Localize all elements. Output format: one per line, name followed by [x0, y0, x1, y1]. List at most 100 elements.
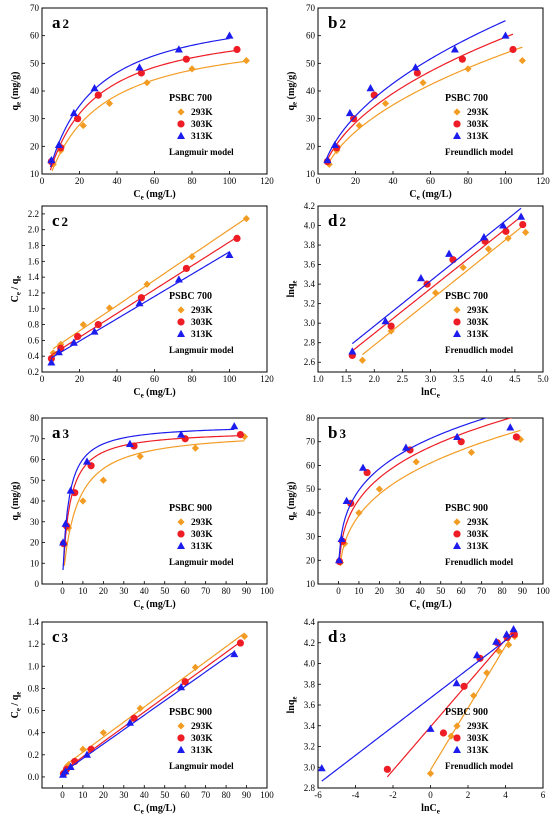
legend-entry-293K: 293K	[467, 108, 489, 118]
y-tick-label: 70	[306, 3, 316, 13]
fit-line-303K	[62, 435, 241, 566]
y-tick-label: 3.2	[304, 299, 315, 309]
data-point-303K	[236, 431, 245, 439]
legend-marker-293K	[453, 722, 461, 730]
model-label: Langmuir model	[169, 761, 234, 771]
legend-marker-303K	[177, 734, 185, 742]
panel-b3: 0 10 20 30 40 50 60 70 80 90 100 10 20 30 40 50 60 70 80 Ce…	[286, 413, 550, 612]
x-axis-label: Ce (mg/L)	[133, 803, 175, 816]
fit-line-303K	[325, 33, 514, 162]
y-tick-label: 60	[30, 455, 40, 465]
data-point-293K	[191, 663, 200, 671]
data-point-293K	[518, 56, 526, 65]
y-tick-label: 0.8	[28, 320, 40, 330]
x-tick-label: 70	[477, 586, 487, 596]
data-point-313K	[177, 683, 186, 691]
legend-entry-293K: 293K	[191, 518, 213, 528]
x-tick-label: 20	[99, 790, 109, 800]
legend-marker-303K	[453, 734, 461, 742]
x-tick-label: 50	[436, 586, 446, 596]
legend-marker-303K	[453, 120, 461, 128]
y-tick-label: 3.0	[304, 762, 316, 772]
data-point-313K	[323, 155, 332, 164]
data-point-313K	[47, 358, 56, 366]
model-label: Langmuir model	[169, 147, 234, 157]
legend-entry-313K: 313K	[191, 542, 213, 552]
x-tick-label: 3.0	[425, 374, 437, 384]
data-point-303K	[181, 678, 189, 686]
x-axis-label: Ce (mg/L)	[133, 599, 175, 612]
y-tick-label: 30	[30, 517, 40, 527]
x-tick-label: 80	[498, 586, 508, 596]
data-point-313K	[416, 274, 425, 282]
data-point-313K	[453, 432, 462, 440]
x-tick-label: 4.0	[481, 374, 493, 384]
y-tick-label: 1.4	[28, 272, 40, 282]
y-tick-label: 1.2	[28, 288, 39, 298]
data-point-313K	[66, 762, 75, 770]
data-point-303K	[502, 227, 510, 235]
y-tick-label: 80	[30, 413, 40, 423]
y-tick-label: 1.4	[28, 617, 40, 627]
data-point-293K	[79, 121, 87, 130]
legend-entry-293K: 293K	[191, 306, 213, 316]
legend-entry-303K: 303K	[191, 318, 213, 328]
legend-entry-293K: 293K	[191, 722, 213, 732]
y-tick-label: 0.2	[28, 750, 39, 760]
data-point-313K	[479, 233, 488, 241]
legend-entry-313K: 313K	[191, 330, 213, 340]
x-tick-label: 50	[160, 586, 170, 596]
y-tick-label: 4.2	[304, 638, 315, 648]
y-tick-label: 2.8	[304, 338, 316, 348]
y-tick-label: 10	[306, 579, 316, 589]
x-tick-label: 0	[60, 586, 65, 596]
legend-entry-313K: 313K	[467, 132, 489, 142]
legend-title: PSBC 700	[169, 93, 212, 104]
legend-entry-303K: 303K	[467, 530, 489, 540]
data-point-303K	[233, 45, 241, 54]
data-point-293K	[375, 485, 383, 493]
data-point-313K	[366, 84, 375, 92]
panel-b2: 0 20 40 60 80 100 120 10 20 30 40 50 60 70 Ce (mg/L) qe…	[286, 3, 550, 202]
y-tick-label: 3.0	[304, 318, 316, 328]
y-tick-label: 50	[30, 475, 40, 485]
legend-marker-313K	[453, 131, 461, 139]
plot-frame	[317, 417, 544, 585]
data-point-293K	[412, 458, 420, 466]
plot-area	[335, 418, 525, 567]
y-tick-label: 70	[30, 434, 40, 444]
legend-marker-303K	[177, 120, 185, 128]
data-point-293K	[419, 79, 427, 87]
y-tick-label: 30	[30, 114, 40, 124]
x-tick-label: 120	[536, 176, 550, 186]
y-tick-label: 40	[306, 508, 316, 518]
data-point-293K	[143, 280, 151, 288]
model-label: Frenudlich model	[445, 761, 514, 771]
y-tick-label: 30	[306, 532, 316, 542]
x-tick-label: 60	[457, 586, 467, 596]
plot-area	[59, 422, 249, 571]
data-point-313K	[318, 764, 326, 772]
data-point-303K	[87, 745, 95, 753]
x-tick-label: 40	[140, 790, 150, 800]
x-tick-label: 20	[351, 176, 361, 186]
y-tick-label: 20	[30, 141, 40, 151]
legend-marker-293K	[177, 722, 185, 730]
legend-entry-303K: 303K	[467, 120, 489, 130]
y-tick-label: 20	[30, 538, 40, 548]
data-point-303K	[383, 765, 391, 773]
legend-entry-293K: 293K	[467, 306, 489, 316]
data-point-303K	[509, 45, 517, 54]
data-point-313K	[502, 630, 511, 638]
data-point-313K	[335, 556, 344, 564]
fit-line-313K	[49, 37, 230, 168]
data-point-293K	[188, 252, 196, 261]
x-tick-label: 20	[75, 176, 85, 186]
y-tick-label: 50	[30, 58, 40, 68]
y-tick-label: 4.2	[304, 201, 315, 211]
y-tick-label: 3.6	[304, 700, 316, 710]
legend-title: PSBC 700	[445, 93, 488, 104]
fit-line-293K	[339, 429, 521, 563]
